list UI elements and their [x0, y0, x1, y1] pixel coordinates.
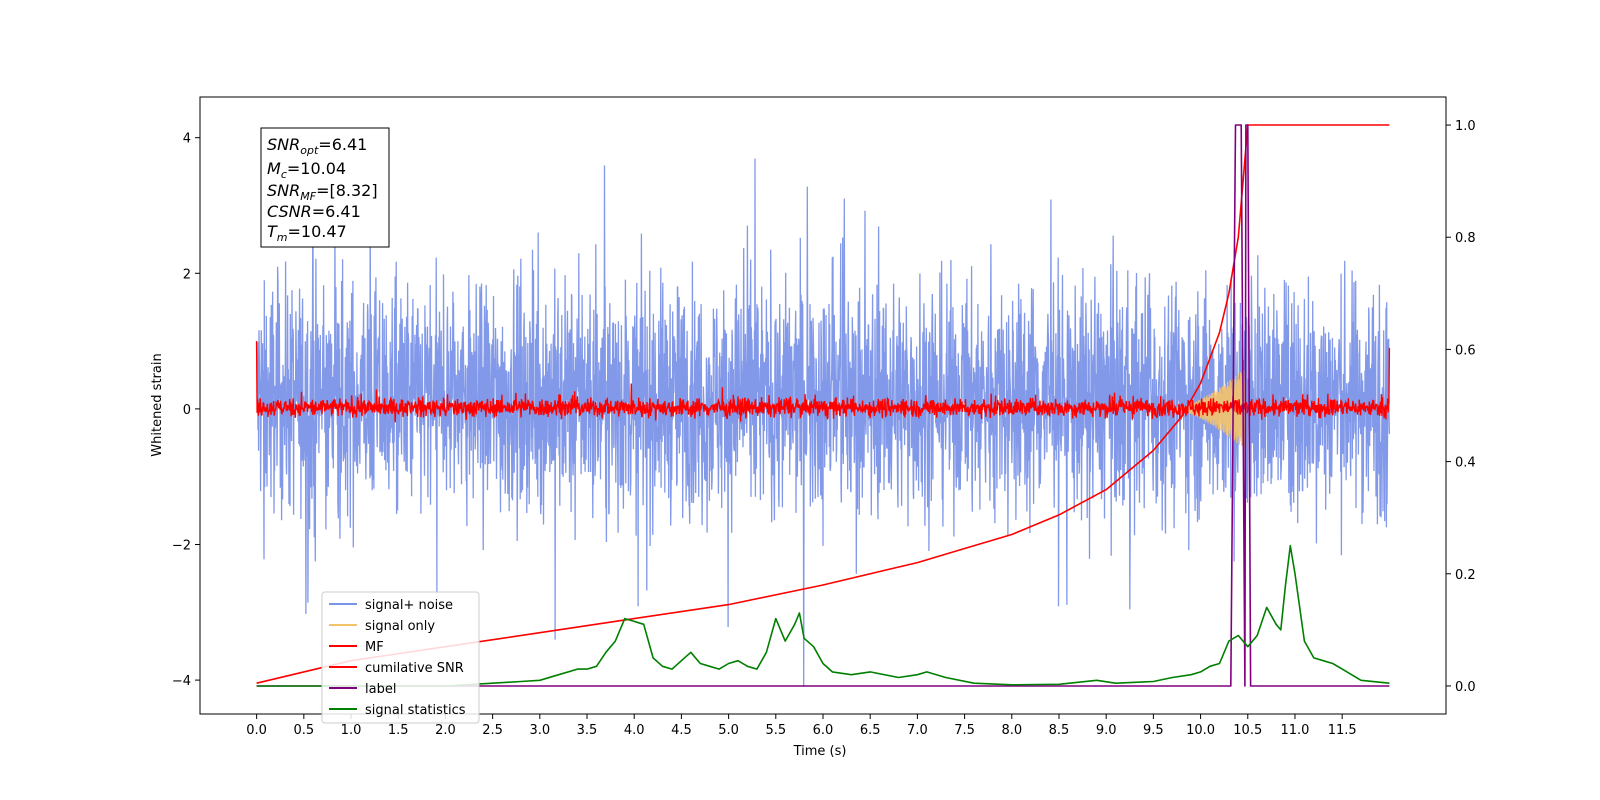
x-tick-label: 2.5	[482, 723, 503, 738]
x-tick-label: 3.0	[529, 723, 550, 738]
series-layer	[255, 124, 1391, 687]
y-axis-right: 1.0 0.8 0.6 0.4 0.2 0.0	[1446, 119, 1476, 695]
y-axis-label: Whitened strain	[150, 353, 165, 456]
x-tick-label: 0.5	[293, 723, 314, 738]
y-left-tick-label: 0	[183, 403, 191, 418]
x-tick-label: 8.0	[1001, 723, 1022, 738]
legend-label-mf: MF	[365, 640, 384, 655]
y-right-tick-label: 0.8	[1455, 231, 1476, 246]
x-tick-label: 11.0	[1280, 723, 1309, 738]
legend-label-label: label	[365, 682, 396, 697]
y-left-tick-label: 4	[183, 132, 191, 147]
x-tick-label: 7.5	[954, 723, 975, 738]
x-tick-label: 2.0	[435, 723, 456, 738]
info-tm: Tm=10.47	[267, 222, 347, 244]
x-tick-label: 5.0	[718, 723, 739, 738]
y-right-tick-label: 0.4	[1455, 456, 1476, 471]
x-tick-label: 9.0	[1096, 723, 1117, 738]
x-tick-label: 3.5	[577, 723, 598, 738]
x-tick-label: 1.0	[341, 723, 362, 738]
info-box: SNRopt=6.41 Mc=10.04 SNRMF=[8.32] CSNR=6…	[260, 127, 390, 248]
legend-label-signal-noise: signal+ noise	[365, 598, 453, 613]
x-tick-label: 4.0	[624, 723, 645, 738]
series-signal-statistics	[256, 544, 1390, 687]
y-right-tick-label: 0.2	[1455, 568, 1476, 583]
x-tick-label: 4.5	[671, 723, 692, 738]
y-left-tick-label: −4	[172, 674, 191, 689]
x-axis: 0.0 0.5 1.0 1.5 2.0 2.5 3.0 3.5 4.0 4.5 5.0 5.5 6.0 6…	[246, 714, 1357, 738]
y-axis-left: 4 2 0 −2 −4	[172, 132, 200, 689]
info-snr-mf: SNRMF=[8.32]	[267, 181, 378, 203]
y-right-tick-label: 0.6	[1455, 343, 1476, 358]
info-box-frame	[260, 127, 390, 248]
x-tick-label: 6.0	[813, 723, 834, 738]
y-left-tick-label: −2	[172, 538, 191, 553]
y-left-tick-label: 2	[183, 267, 191, 282]
x-tick-label: 1.5	[388, 723, 409, 738]
x-tick-label: 7.0	[907, 723, 928, 738]
info-csnr: CSNR=6.41	[267, 202, 361, 221]
y-right-tick-label: 0.0	[1455, 680, 1476, 695]
x-tick-label: 6.5	[860, 723, 881, 738]
legend-label-signal-only: signal only	[365, 619, 435, 634]
x-tick-label: 8.5	[1049, 723, 1070, 738]
info-mc: Mc=10.04	[267, 159, 346, 181]
legend: signal+ noise signal only MF cumilative …	[321, 591, 480, 724]
y-right-tick-label: 1.0	[1455, 119, 1476, 134]
x-tick-label: 10.5	[1233, 723, 1262, 738]
x-tick-label: 5.5	[765, 723, 786, 738]
legend-frame	[321, 591, 480, 724]
info-snr-opt: SNRopt=6.41	[267, 135, 367, 157]
series-mf	[255, 341, 1391, 423]
legend-label-cumulative-snr: cumilative SNR	[365, 661, 464, 676]
x-tick-label: 10.0	[1186, 723, 1215, 738]
x-tick-label: 11.5	[1328, 723, 1357, 738]
series-signal-noise	[255, 158, 1391, 687]
x-tick-label: 9.5	[1143, 723, 1164, 738]
x-tick-label: 0.0	[246, 723, 267, 738]
series-label	[256, 124, 1390, 687]
x-axis-label: Time (s)	[793, 744, 847, 759]
legend-label-signal-statistics: signal statistics	[365, 703, 466, 718]
